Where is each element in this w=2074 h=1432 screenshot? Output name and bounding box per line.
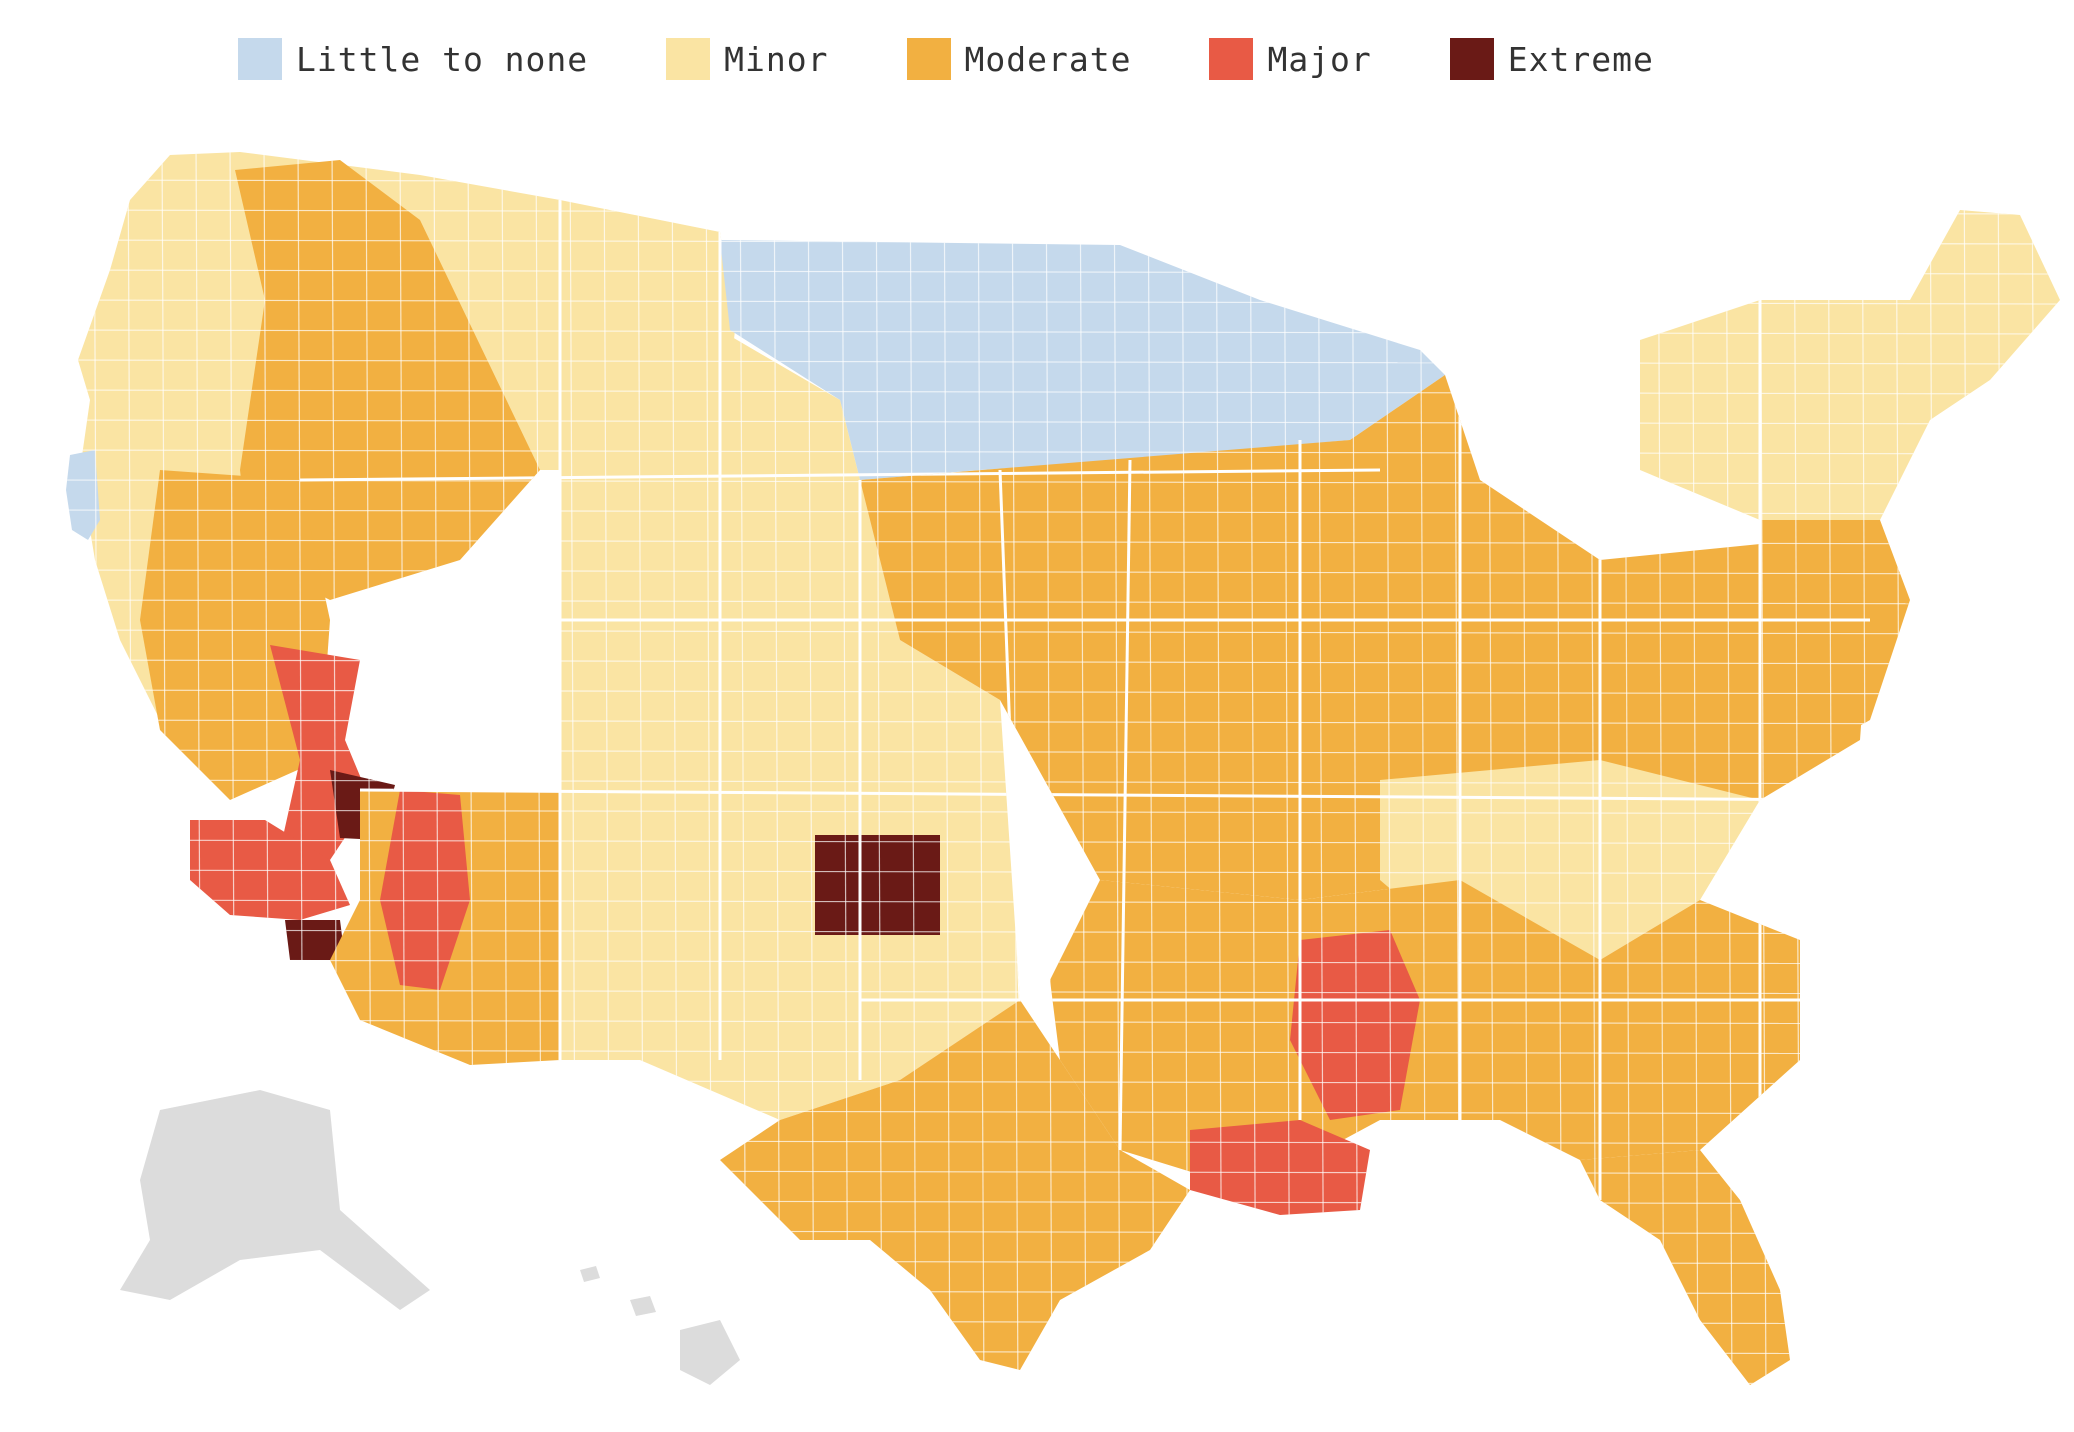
territory-hawaii-oahu <box>580 1266 600 1282</box>
county-border <box>1181 152 1189 1385</box>
county-border <box>2031 152 2039 1385</box>
county-border <box>1283 152 1291 1385</box>
legend-label: Little to none <box>296 39 589 79</box>
county-border <box>1725 152 1733 1385</box>
county-border <box>1249 152 1257 1385</box>
county-border <box>1351 152 1359 1385</box>
legend-item-major: Major <box>1209 38 1371 80</box>
state-border <box>1118 459 1132 1151</box>
region-nevada-western <box>140 470 330 800</box>
region-northern-plains <box>720 240 1445 480</box>
county-border <box>1215 152 1223 1385</box>
legend-item-minor: Minor <box>666 38 828 80</box>
county-border <box>1317 152 1325 1385</box>
county-border <box>807 152 815 1385</box>
legend-swatch <box>906 38 951 80</box>
state-border <box>299 468 1381 482</box>
county-border <box>977 152 985 1385</box>
legend-label: Moderate <box>964 39 1132 79</box>
territory-hawaii-maui <box>630 1296 656 1316</box>
region-arizona-west <box>380 790 470 990</box>
county-border <box>1657 152 1665 1385</box>
legend-swatch <box>1449 38 1494 80</box>
legend-swatch <box>666 38 711 80</box>
county-border <box>1045 152 1053 1385</box>
county-border <box>66 869 2060 875</box>
county-border <box>66 569 2060 575</box>
county-border <box>66 839 2060 845</box>
region-florida <box>1580 1150 1790 1385</box>
county-border <box>943 152 951 1385</box>
county-border <box>66 152 67 1385</box>
county-border <box>66 152 2060 155</box>
state-border <box>359 788 1861 802</box>
county-border <box>2066 140 2072 1400</box>
county-border <box>1079 152 1087 1385</box>
legend-swatch <box>238 38 282 80</box>
county-border <box>875 152 883 1385</box>
region-southwest-kansas <box>815 835 940 935</box>
county-border <box>773 152 781 1385</box>
county-border <box>66 389 2060 395</box>
region-mid-atlantic <box>1760 520 1910 800</box>
territory-alaska <box>120 1090 430 1310</box>
county-border <box>1113 152 1121 1385</box>
legend-label: Minor <box>724 39 829 79</box>
county-border <box>909 152 917 1385</box>
county-border <box>66 1019 2060 1025</box>
county-border <box>66 359 2060 365</box>
legend-item-little-to-none: Little to none <box>238 38 588 80</box>
alaska-hawaii <box>120 1090 740 1385</box>
legend-item-moderate: Moderate <box>906 38 1132 80</box>
legend-swatch <box>1209 38 1254 80</box>
region-texas <box>720 1000 1190 1370</box>
us-county-map <box>66 140 2072 1400</box>
territory-hawaii-big-island <box>680 1320 740 1385</box>
county-border <box>1691 152 1699 1385</box>
county-border <box>66 989 2060 995</box>
county-border <box>66 1379 2060 1385</box>
county-border <box>841 152 849 1385</box>
region-louisiana-south <box>1190 1120 1370 1215</box>
legend-label: Extreme <box>1507 39 1654 79</box>
county-border <box>66 449 2060 455</box>
county-border <box>66 329 2060 335</box>
legend: Little to none Minor Moderate Major Extr… <box>238 36 1732 82</box>
county-border <box>1147 152 1155 1385</box>
region-northeast <box>1640 210 2060 520</box>
region-oregon-coast <box>66 450 100 540</box>
county-border <box>66 419 2060 425</box>
legend-item-extreme: Extreme <box>1449 38 1654 80</box>
legend-label: Major <box>1267 39 1372 79</box>
